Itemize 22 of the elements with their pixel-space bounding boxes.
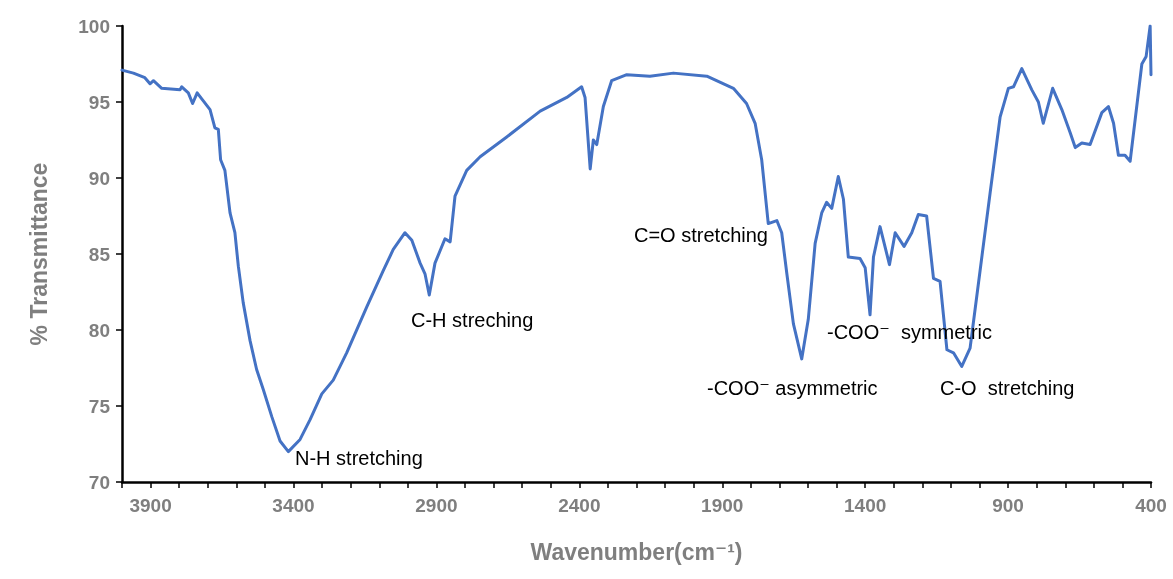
x-tick-label: 1400 xyxy=(844,495,887,516)
y-tick-label: 75 xyxy=(88,395,111,417)
annotation: -COO⁻ asymmetric xyxy=(707,377,878,399)
annotation: C-O stretching xyxy=(940,377,1075,399)
y-tick-label: 70 xyxy=(88,471,110,493)
x-tick-label: 900 xyxy=(992,495,1024,516)
annotation: N-H stretching xyxy=(295,447,423,469)
y-tick-label: 90 xyxy=(88,167,110,189)
annotation: C-H streching xyxy=(411,309,534,331)
x-tick-label: 3400 xyxy=(272,495,315,516)
y-tick-label: 85 xyxy=(88,243,111,265)
y-tick-label: 95 xyxy=(88,91,111,113)
y-tick-label: 80 xyxy=(88,319,110,341)
y-axis-title: % Transmittance xyxy=(25,162,52,346)
x-tick-label: 3900 xyxy=(129,495,172,516)
x-tick-label: 2400 xyxy=(558,495,601,516)
x-tick-label: 400 xyxy=(1135,495,1167,516)
y-tick-label: 100 xyxy=(78,15,110,37)
annotation: C=O stretching xyxy=(634,224,768,246)
x-tick-label: 1900 xyxy=(701,495,744,516)
x-tick-label: 2900 xyxy=(415,495,458,516)
x-axis-title: Wavenumber(cm⁻¹) xyxy=(530,538,743,565)
